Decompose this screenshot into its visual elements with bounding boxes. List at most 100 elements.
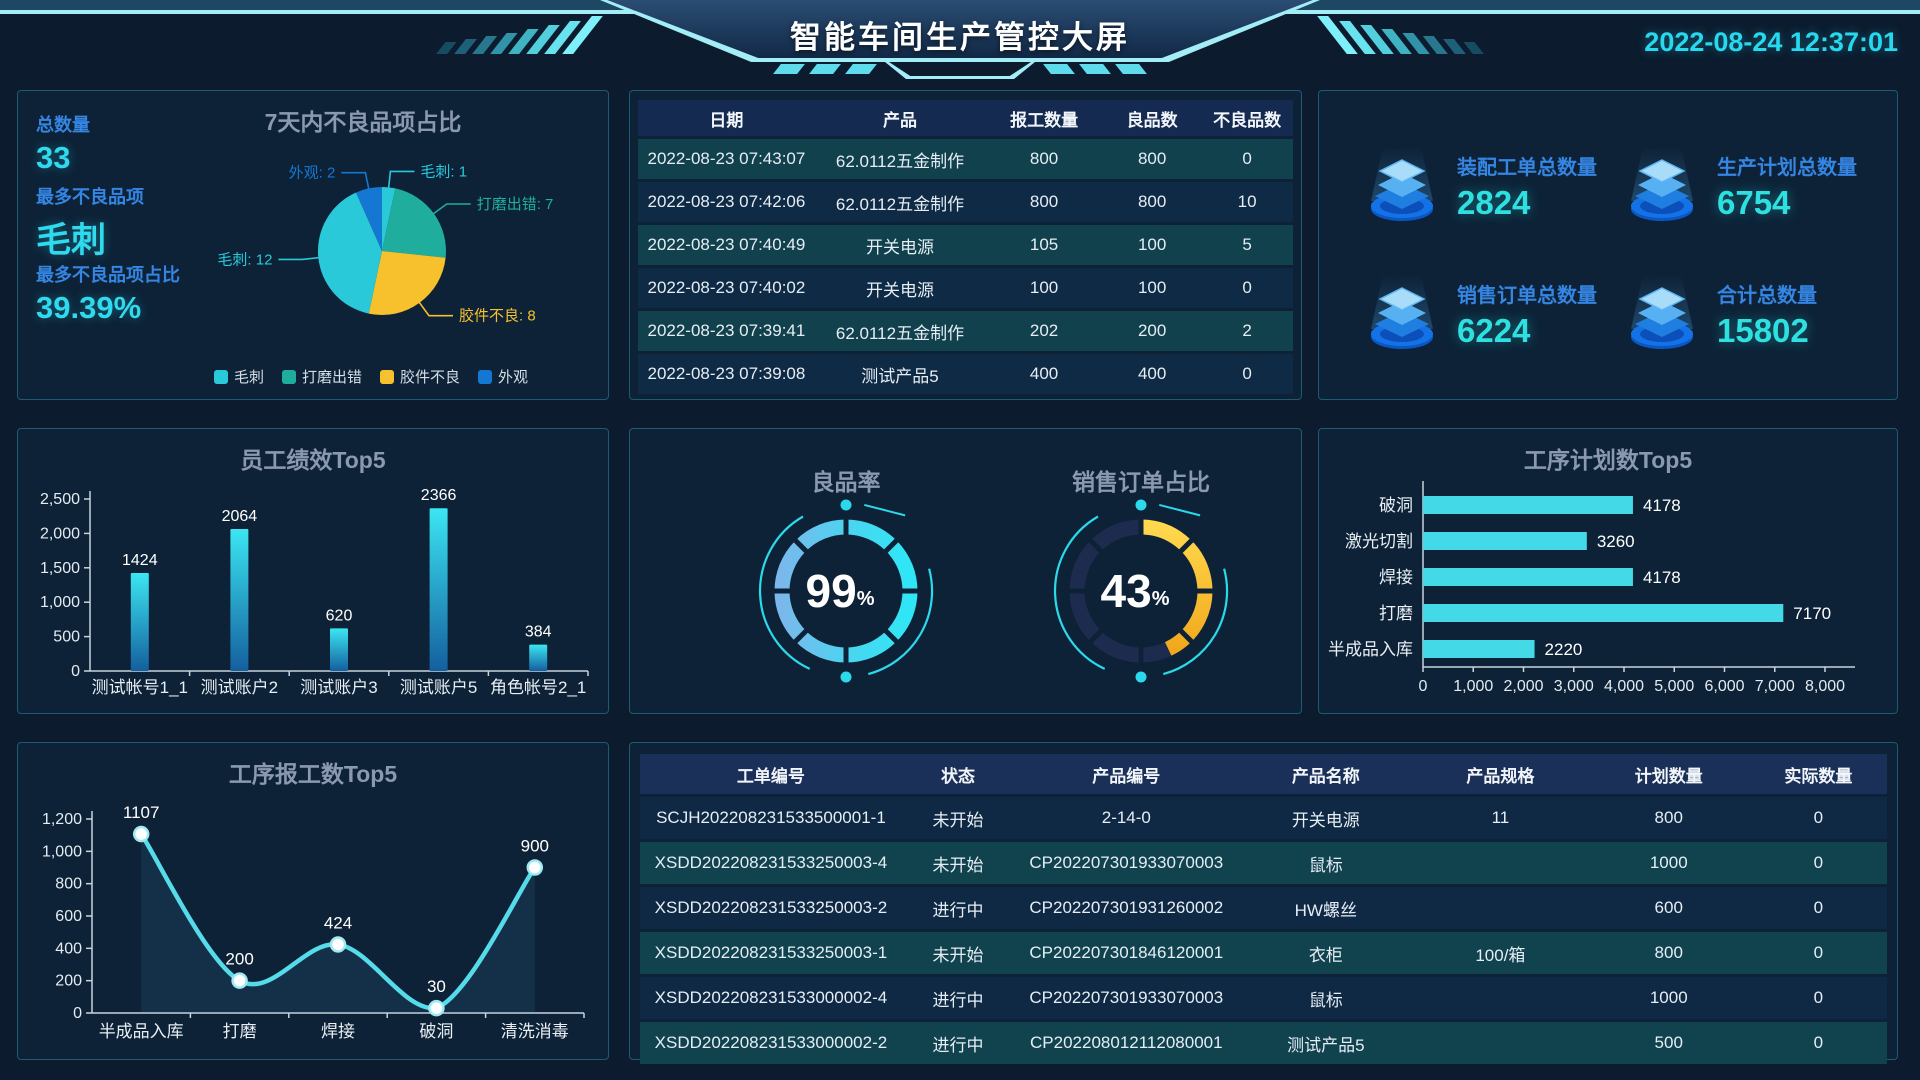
panel-defect-ratio: 7天内不良品项占比 总数量 33 最多不良品项 毛刺 最多不良品项占比 39.3… xyxy=(17,90,609,400)
stat-card: 销售订单总数量 6224 xyxy=(1359,271,1619,357)
svg-text:99%: 99% xyxy=(806,565,875,617)
column-header: 报工数量 xyxy=(985,100,1104,136)
svg-text:2,000: 2,000 xyxy=(1503,678,1543,695)
stat-label: 装配工单总数量 xyxy=(1457,156,1597,179)
order-stats-grid: 装配工单总数量 2824 生产计划总数量 6754 销售订单总数量 6224 合… xyxy=(1359,135,1879,365)
table-cell: XSDD202208231533250003-4 xyxy=(640,842,902,884)
svg-text:测试账户5: 测试账户5 xyxy=(400,678,477,697)
svg-text:1,000: 1,000 xyxy=(1453,678,1493,695)
svg-text:半成品入库: 半成品入库 xyxy=(99,1022,184,1041)
table-cell: 400 xyxy=(1103,354,1202,394)
svg-text:6,000: 6,000 xyxy=(1704,678,1744,695)
table-cell: 100/箱 xyxy=(1413,932,1588,974)
svg-text:打磨出错: 7: 打磨出错: 7 xyxy=(477,196,554,213)
panel-report-table: 日期 产品 报工数量 良品数 不良品数 2022-08-23 07:43:07 62.011… xyxy=(629,90,1302,400)
column-header: 工单编号 xyxy=(640,754,902,794)
table-cell: 2022-08-23 07:42:06 xyxy=(638,182,815,222)
table-cell: 600 xyxy=(1587,887,1750,929)
stat-value: 2824 xyxy=(1457,183,1531,221)
column-header: 良品数 xyxy=(1103,100,1202,136)
panel-gauges: 良品率 99% 销售订单占比 43% xyxy=(629,428,1302,714)
svg-text:1,000: 1,000 xyxy=(42,843,82,860)
performance-bar-chart: 0 500 1,000 1,500 2,000 2,500 1424 测试帐号1_1 2064 测… xyxy=(40,487,589,697)
defect-pie-chart: 毛刺: 1 打磨出错: 7 胶件不良: 8 毛刺: 12 外观: 2 xyxy=(217,163,554,324)
table-row: 2022-08-23 07:42:06 62.0112五金制作 800 800 10 xyxy=(638,182,1293,222)
panel-process-report: 工序报工数Top5 0 200 400 600 800 1,000 1,200 1107 半成品… xyxy=(17,742,609,1060)
table-cell: 100 xyxy=(985,268,1104,308)
table-row: 2022-08-23 07:40:02 开关电源 100 100 0 xyxy=(638,268,1293,308)
svg-text:4178: 4178 xyxy=(1643,496,1681,515)
svg-text:200: 200 xyxy=(55,973,82,990)
svg-text:43%: 43% xyxy=(1101,565,1170,617)
table-cell: 0 xyxy=(1749,887,1887,929)
legend-swatch xyxy=(281,369,296,384)
svg-text:0: 0 xyxy=(71,663,80,680)
clock: 2022-08-24 12:37:01 xyxy=(1644,27,1898,57)
plan-hbar-chart: 0 1,000 2,000 3,000 4,000 5,000 6,000 7,000 8,00… xyxy=(1328,481,1855,695)
stat-value: 6224 xyxy=(1457,311,1531,349)
panel-title: 7天内不良品项占比 xyxy=(264,109,462,135)
svg-text:打磨: 打磨 xyxy=(223,1022,257,1041)
stat-card: 生产计划总数量 6754 xyxy=(1619,143,1879,229)
panel-process-plan: 工序计划数Top5 0 1,000 2,000 3,000 4,000 5,000 6,00… xyxy=(1318,428,1898,714)
layers-icon xyxy=(1631,147,1693,221)
table-cell: 2022-08-23 07:43:07 xyxy=(638,139,815,179)
table-row: XSDD202208231533000002-2 进行中 CP20220801211… xyxy=(640,1022,1887,1064)
sales-gauge-chart: 43% xyxy=(1053,499,1229,683)
table-cell: SCJH202208231533500001-1 xyxy=(640,797,902,839)
svg-text:毛刺: 1: 毛刺: 1 xyxy=(420,163,467,180)
table-row: SCJH202208231533500001-1 未开始 2-14-0 开关电源 11 8… xyxy=(640,797,1887,839)
stat-value: 15802 xyxy=(1717,311,1809,349)
column-header: 产品名称 xyxy=(1238,754,1414,794)
table-cell: 1000 xyxy=(1587,977,1750,1019)
column-header: 日期 xyxy=(638,100,815,136)
legend-swatch xyxy=(478,369,493,384)
svg-text:焊接: 焊接 xyxy=(1379,568,1413,587)
header: 智能车间生产管控大屏 2022-08-24 12:37:01 xyxy=(0,0,1920,86)
table-cell: 200 xyxy=(1103,311,1202,351)
stat-label: 生产计划总数量 xyxy=(1717,156,1857,179)
svg-text:激光切割: 激光切割 xyxy=(1345,532,1413,551)
table-row: XSDD202208231533250003-4 未开始 CP20220730193… xyxy=(640,842,1887,884)
stat-top-defect-ratio: 最多不良品项占比 39.39% xyxy=(36,265,180,325)
table-cell: 2022-08-23 07:39:41 xyxy=(638,311,815,351)
table-cell: 62.0112五金制作 xyxy=(814,311,986,351)
svg-text:清洗消毒: 清洗消毒 xyxy=(501,1022,569,1041)
table-cell: XSDD202208231533000002-2 xyxy=(640,1022,902,1064)
table-cell: 2022-08-23 07:40:02 xyxy=(638,268,815,308)
svg-text:900: 900 xyxy=(521,837,549,856)
table-cell: 鼠标 xyxy=(1238,842,1414,884)
table-cell: 衣柜 xyxy=(1238,932,1414,974)
table-cell: 800 xyxy=(1103,139,1202,179)
table-cell: 800 xyxy=(1587,932,1750,974)
gauge-sales-order: 销售订单占比 43% xyxy=(991,463,1291,712)
table-cell: 1000 xyxy=(1587,842,1750,884)
table-header-row: 日期 产品 报工数量 良品数 不良品数 xyxy=(638,100,1293,136)
report-table: 日期 产品 报工数量 良品数 不良品数 2022-08-23 07:43:07 62.011… xyxy=(638,97,1293,397)
layers-icon xyxy=(1631,275,1693,349)
table-row: 2022-08-23 07:40:49 开关电源 105 100 5 xyxy=(638,225,1293,265)
svg-text:角色帐号2_1: 角色帐号2_1 xyxy=(490,678,586,697)
table-cell: 鼠标 xyxy=(1238,977,1414,1019)
gauge-yield-rate: 良品率 99% xyxy=(696,463,996,712)
table-cell: 202 xyxy=(985,311,1104,351)
svg-text:7,000: 7,000 xyxy=(1755,678,1795,695)
svg-text:2064: 2064 xyxy=(222,508,258,525)
table-row: XSDD202208231533250003-1 未开始 CP20220730184… xyxy=(640,932,1887,974)
table-cell: 进行中 xyxy=(901,977,1015,1019)
table-cell: 0 xyxy=(1749,1022,1887,1064)
svg-text:测试账户3: 测试账户3 xyxy=(300,678,377,697)
table-cell: CP202207301933070003 xyxy=(1014,842,1239,884)
table-cell: CP202207301933070003 xyxy=(1014,977,1239,1019)
table-cell: 测试产品5 xyxy=(814,354,986,394)
svg-text:384: 384 xyxy=(525,624,552,641)
table-cell: 开关电源 xyxy=(814,268,986,308)
svg-text:0: 0 xyxy=(73,1005,82,1022)
table-cell: XSDD202208231533250003-1 xyxy=(640,932,902,974)
table-cell: 100 xyxy=(1103,268,1202,308)
svg-text:400: 400 xyxy=(55,940,82,957)
svg-text:测试账户2: 测试账户2 xyxy=(201,678,278,697)
panel-order-stats: 装配工单总数量 2824 生产计划总数量 6754 销售订单总数量 6224 合… xyxy=(1318,90,1898,400)
header-title-frame xyxy=(600,0,1320,62)
svg-text:500: 500 xyxy=(53,629,80,646)
